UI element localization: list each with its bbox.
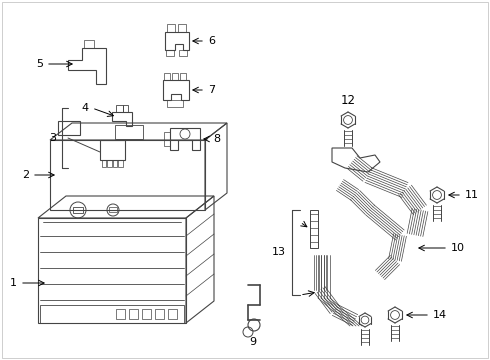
Bar	[73, 207, 83, 213]
Bar	[310, 210, 318, 248]
Bar	[164, 132, 170, 146]
Text: 9: 9	[249, 337, 257, 347]
Bar	[84, 40, 94, 48]
Bar	[129, 309, 138, 319]
Bar	[107, 160, 112, 167]
Text: 3: 3	[49, 133, 56, 143]
Bar	[167, 24, 175, 32]
Bar	[113, 160, 117, 167]
Bar	[168, 309, 177, 319]
Text: 13: 13	[272, 247, 286, 257]
Bar	[102, 160, 106, 167]
Bar	[180, 73, 186, 80]
Text: 6: 6	[208, 36, 215, 46]
Bar	[109, 207, 117, 212]
Text: 4: 4	[82, 103, 89, 113]
Text: 10: 10	[451, 243, 465, 253]
Text: 8: 8	[213, 134, 220, 144]
Text: 14: 14	[433, 310, 447, 320]
Text: 1: 1	[10, 278, 17, 288]
Text: 2: 2	[22, 170, 29, 180]
Bar	[155, 309, 164, 319]
Text: 7: 7	[208, 85, 215, 95]
Text: 12: 12	[341, 94, 356, 107]
Bar	[123, 105, 128, 112]
Bar	[116, 309, 125, 319]
Bar	[118, 160, 122, 167]
Text: 5: 5	[36, 59, 43, 69]
Bar	[166, 50, 174, 56]
Text: 11: 11	[465, 190, 479, 200]
Bar	[164, 73, 170, 80]
Bar	[167, 100, 183, 107]
Bar	[142, 309, 151, 319]
Bar	[115, 125, 143, 139]
Bar	[178, 24, 186, 32]
Bar	[40, 305, 184, 323]
Bar	[179, 50, 187, 56]
Bar	[116, 105, 123, 112]
Bar	[172, 73, 178, 80]
